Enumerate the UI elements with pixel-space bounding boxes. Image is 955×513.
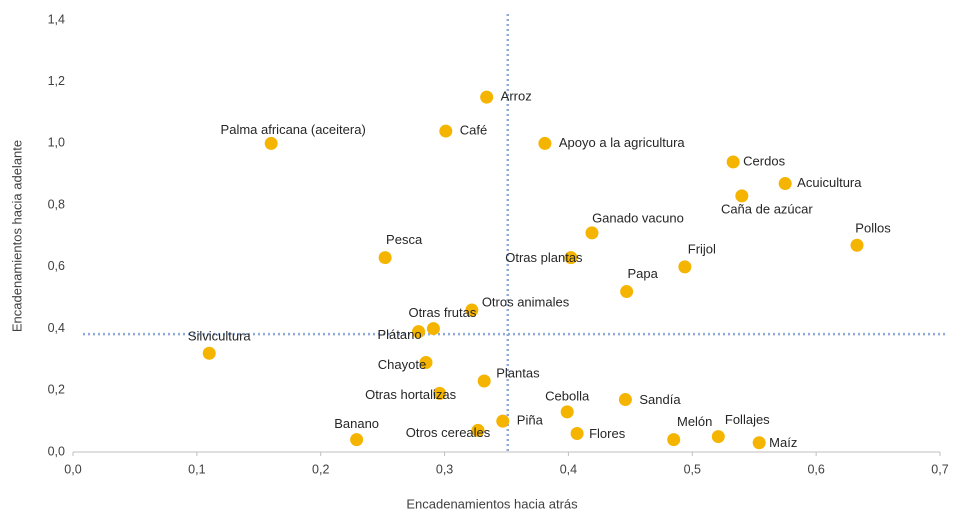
point xyxy=(350,433,364,447)
x-tick-label: 0,6 xyxy=(807,462,824,476)
y-tick-label: 0,6 xyxy=(48,259,65,273)
y-tick-label: 0,4 xyxy=(48,321,65,335)
point-label: Caña de azúcar xyxy=(721,201,813,216)
point-label: Otras hortalizas xyxy=(365,387,457,402)
point-label: Maíz xyxy=(769,435,797,450)
point xyxy=(570,426,584,440)
point-label: Ganado vacuno xyxy=(592,210,684,225)
y-tick-label: 1,2 xyxy=(48,74,65,88)
point-label: Follajes xyxy=(725,412,770,427)
point xyxy=(564,251,578,265)
y-tick-label: 1,0 xyxy=(48,136,65,150)
x-tick-label: 0,0 xyxy=(64,462,81,476)
point-label: Banano xyxy=(334,416,379,431)
point xyxy=(585,226,599,240)
point-label: Palma africana (aceitera) xyxy=(221,122,366,137)
point xyxy=(412,325,426,339)
point xyxy=(752,436,766,450)
point-label: Sandía xyxy=(639,392,681,407)
point xyxy=(433,386,447,400)
point-label: Otras frutas xyxy=(408,305,476,320)
y-tick-label: 1,4 xyxy=(48,12,65,26)
x-tick-label: 0,1 xyxy=(188,462,205,476)
point-label: Cerdos xyxy=(743,153,785,168)
point xyxy=(618,393,632,407)
point xyxy=(465,303,479,317)
point-label: Apoyo a la agricultura xyxy=(559,135,686,150)
point xyxy=(419,356,433,370)
point xyxy=(264,136,278,150)
point xyxy=(471,423,485,437)
point xyxy=(426,322,440,336)
point-label: Plátano xyxy=(378,327,422,342)
point-label: Frijol xyxy=(688,241,716,256)
point xyxy=(560,405,574,419)
point-label: Otros cereales xyxy=(406,425,491,440)
point-label: Cebolla xyxy=(545,388,590,403)
point-label: Pollos xyxy=(855,221,891,236)
y-tick-label: 0,8 xyxy=(48,197,65,211)
point xyxy=(726,155,740,169)
x-tick-label: 0,7 xyxy=(931,462,948,476)
point-label: Café xyxy=(460,123,487,138)
x-tick-label: 0,3 xyxy=(436,462,453,476)
point-label: Acuicultura xyxy=(797,175,862,190)
point-label: Otras plantas xyxy=(505,250,583,265)
point-label: Otros animales xyxy=(482,294,570,309)
y-tick-label: 0,2 xyxy=(48,383,65,397)
point xyxy=(850,238,864,252)
point-label: Melón xyxy=(677,414,712,429)
point-label: Chayote xyxy=(378,357,426,372)
point xyxy=(496,414,510,428)
point xyxy=(711,430,725,444)
x-axis-title: Encadenamientos hacia atrás xyxy=(406,496,578,511)
point xyxy=(480,90,494,104)
point-label: Pesca xyxy=(386,232,423,247)
point xyxy=(477,374,491,388)
point xyxy=(439,124,453,138)
x-tick-label: 0,4 xyxy=(560,462,577,476)
point xyxy=(667,433,681,447)
point xyxy=(620,285,634,299)
point-label: Silvicultura xyxy=(188,329,252,344)
y-axis-title: Encadenamientos hacia adelante xyxy=(9,140,24,332)
point xyxy=(778,177,792,191)
point-label: Flores xyxy=(589,426,626,441)
point xyxy=(378,251,392,265)
point xyxy=(735,189,749,203)
point-label: Piña xyxy=(517,413,544,428)
y-tick-label: 0,0 xyxy=(48,444,65,458)
x-tick-label: 0,5 xyxy=(684,462,701,476)
point-label: Plantas xyxy=(496,365,540,380)
point-label: Papa xyxy=(627,266,658,281)
point xyxy=(538,136,552,150)
point-label: Arroz xyxy=(501,89,532,104)
x-tick-label: 0,2 xyxy=(312,462,329,476)
point xyxy=(202,346,216,360)
point xyxy=(678,260,692,274)
